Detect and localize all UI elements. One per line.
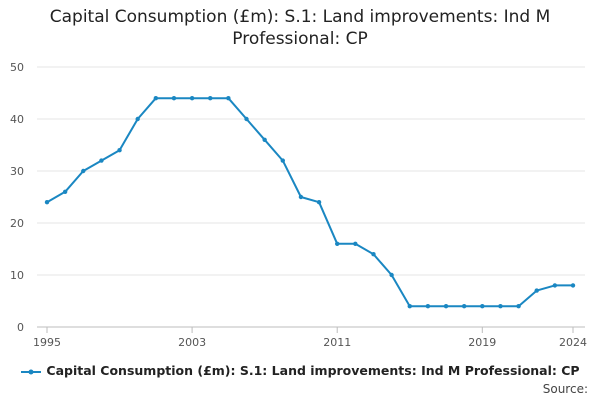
- data-point: [189, 96, 195, 101]
- x-tick-label: 2003: [178, 336, 206, 349]
- data-point: [62, 189, 68, 194]
- chart-title-line-2: Professional: CP: [232, 29, 368, 49]
- data-point: [244, 116, 249, 122]
- x-tick-label: 2024: [559, 336, 587, 349]
- data-point: [44, 200, 50, 205]
- chart-title-line-1: Capital Consumption (£m): S.1: Land impr…: [49, 7, 551, 27]
- y-tick-label: 10: [10, 269, 24, 282]
- data-point: [335, 241, 340, 246]
- series-group: [44, 96, 576, 309]
- data-point: [480, 304, 485, 309]
- data-point: [371, 252, 376, 257]
- series-line: [46, 97, 573, 308]
- data-point: [498, 304, 503, 309]
- data-point: [461, 304, 467, 309]
- data-point: [389, 272, 394, 278]
- data-point: [171, 96, 177, 101]
- x-tick-label: 2011: [323, 336, 351, 349]
- data-point: [135, 116, 140, 122]
- data-point: [153, 96, 159, 101]
- data-point: [516, 304, 521, 309]
- y-tick-label: 30: [10, 165, 24, 178]
- data-point: [534, 288, 539, 293]
- data-point: [353, 241, 358, 246]
- data-point: [226, 96, 231, 101]
- legend: Capital Consumption (£m): S.1: Land impr…: [0, 363, 600, 378]
- source-label: Source:: [542, 382, 588, 396]
- data-point: [99, 158, 104, 163]
- y-tick-label: 50: [10, 61, 24, 74]
- x-axis: 1995 2003 2011 2019 2024: [33, 327, 587, 349]
- legend-marker-icon: [21, 369, 42, 374]
- chart-title: Capital Consumption (£m): S.1: Land impr…: [0, 6, 600, 50]
- y-axis: 0 10 20 30 40 50: [10, 61, 24, 334]
- data-point: [407, 304, 412, 309]
- data-point: [262, 137, 267, 142]
- y-tick-label: 40: [10, 113, 24, 126]
- x-tick-label: 2019: [468, 336, 496, 349]
- x-tick-label: 1995: [33, 336, 61, 349]
- data-point: [208, 96, 213, 101]
- y-tick-label: 0: [17, 321, 24, 334]
- data-point: [443, 304, 449, 309]
- data-point: [552, 283, 558, 288]
- y-tick-label: 20: [10, 217, 24, 230]
- data-point: [425, 304, 431, 309]
- data-point: [81, 168, 86, 174]
- data-point: [570, 283, 576, 288]
- gridlines: [37, 66, 585, 328]
- data-point: [316, 200, 322, 205]
- data-point: [117, 148, 122, 153]
- legend-label: Capital Consumption (£m): S.1: Land impr…: [46, 363, 580, 378]
- data-point: [298, 194, 304, 200]
- data-point: [280, 158, 285, 163]
